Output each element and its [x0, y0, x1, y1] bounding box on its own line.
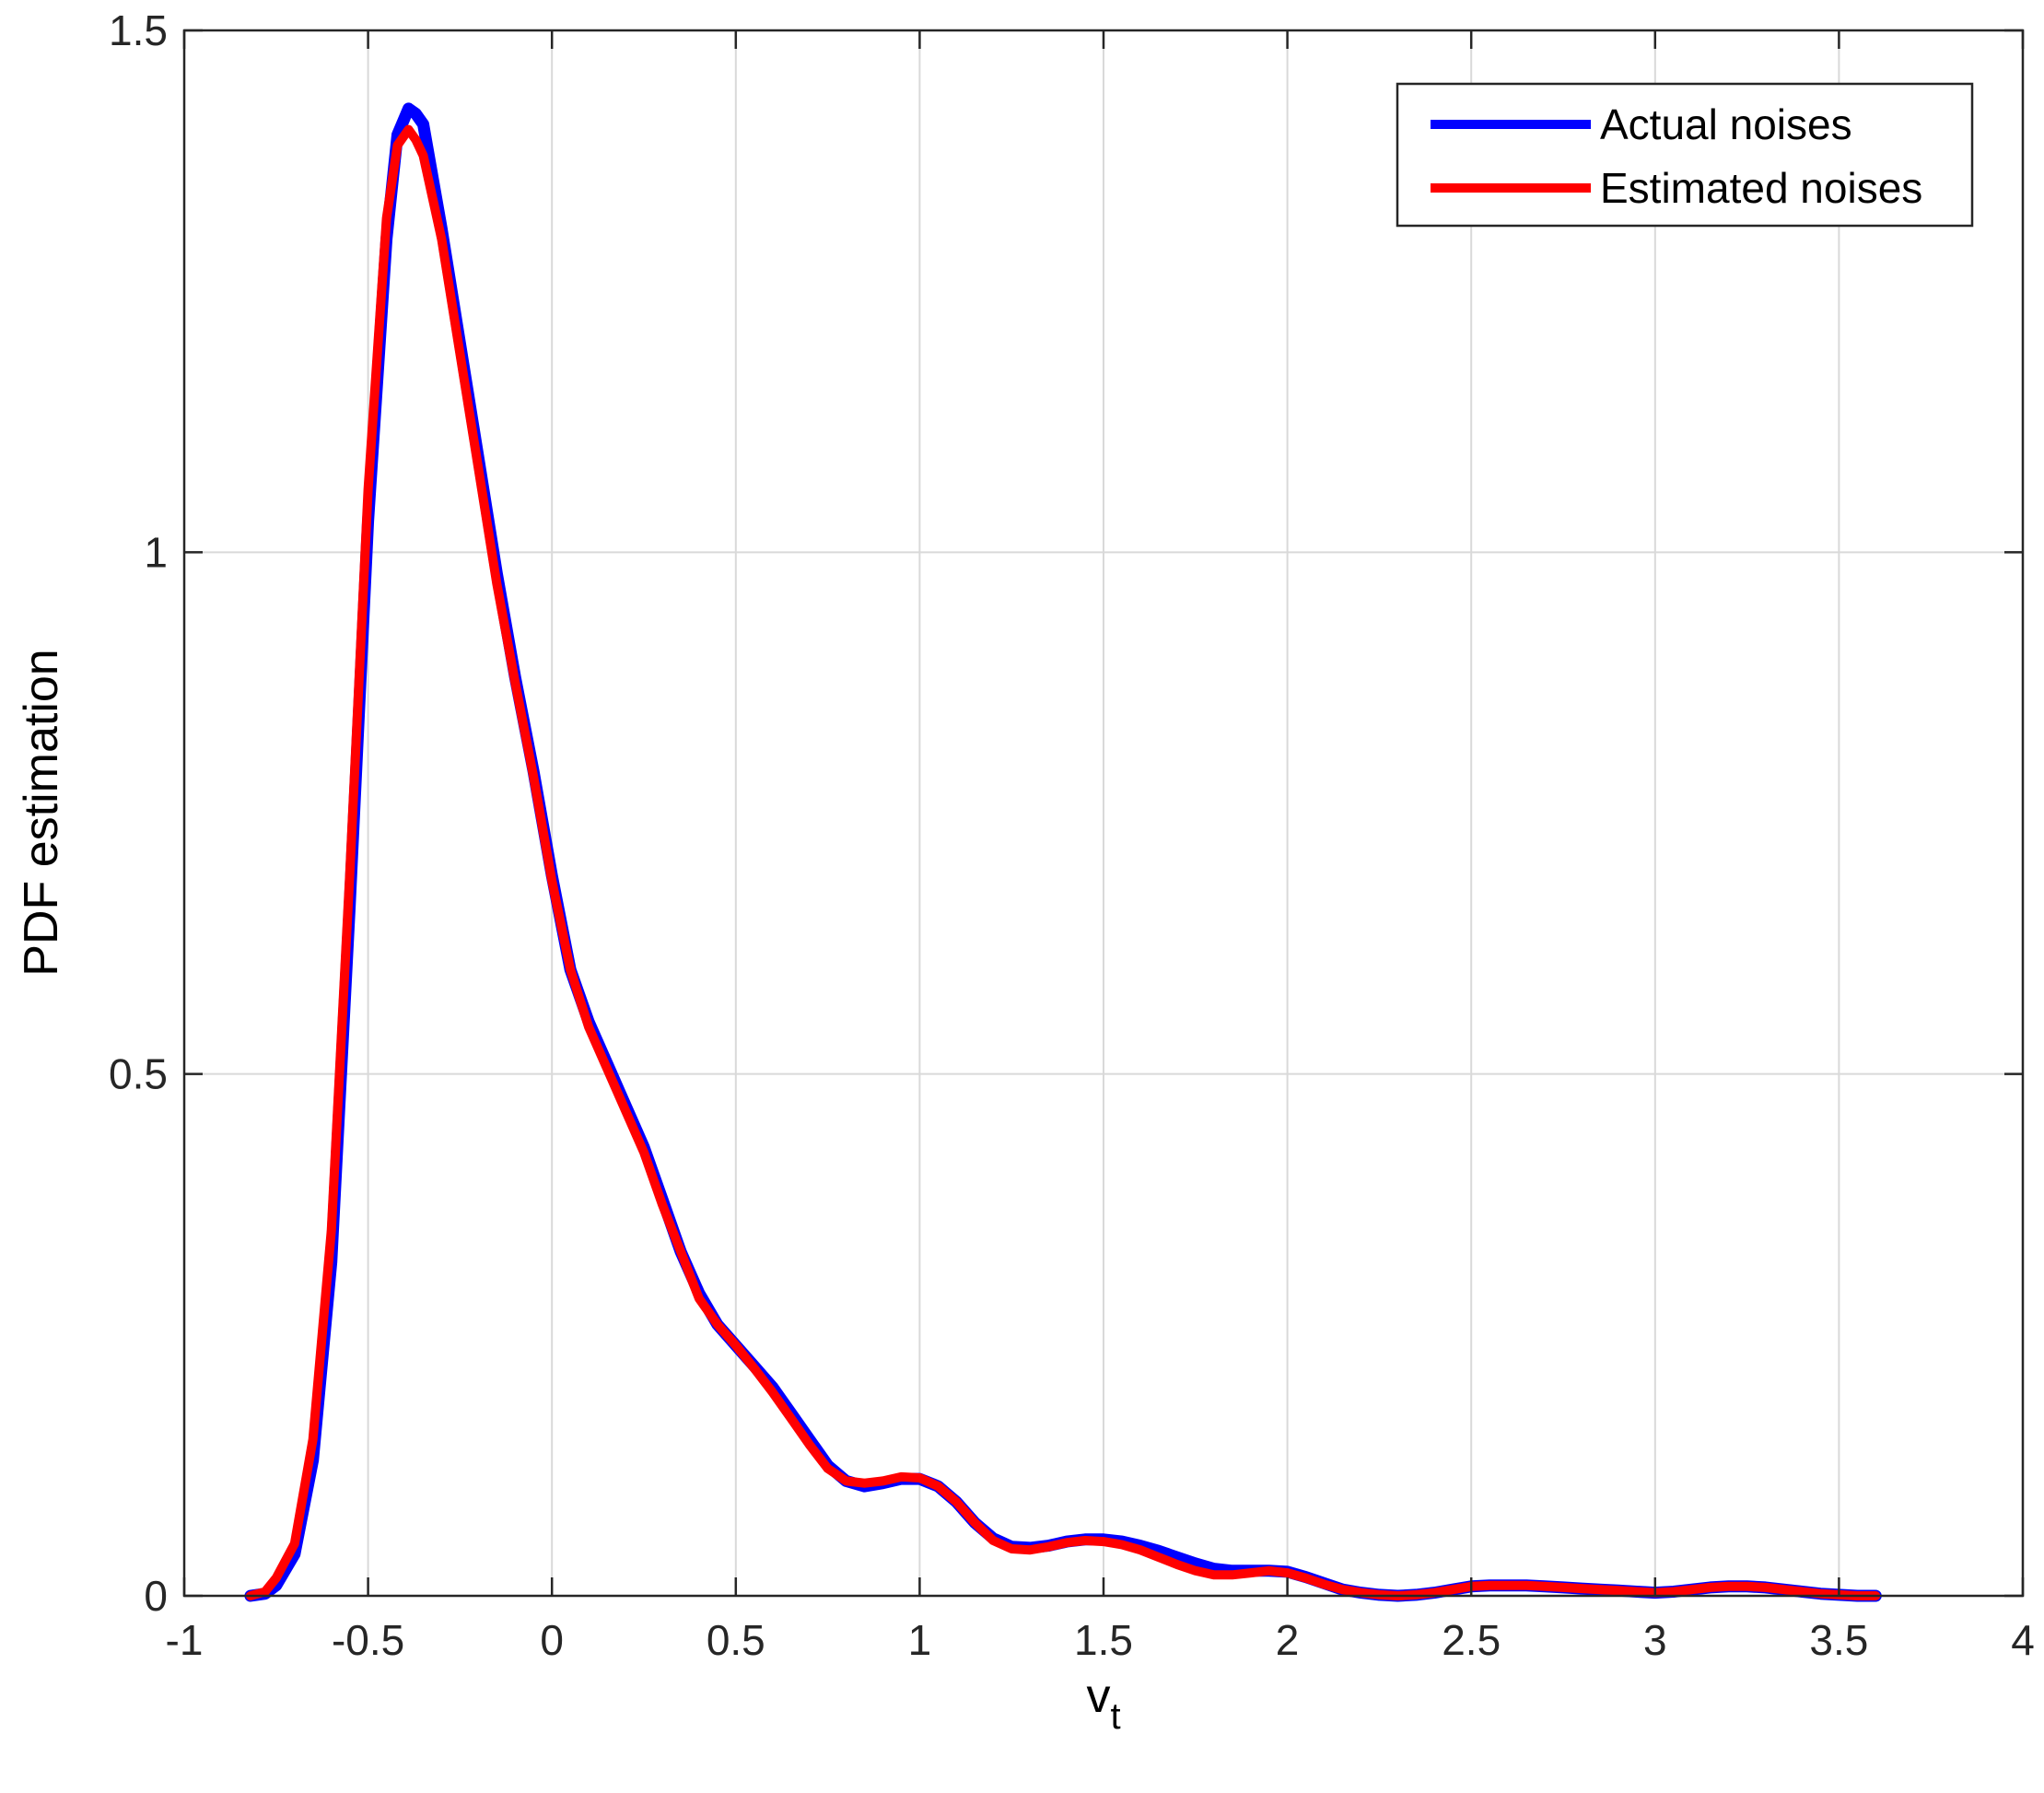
- legend: Actual noises Estimated noises: [1396, 82, 1974, 228]
- x-tick-label: 3.5: [1809, 1616, 1868, 1664]
- y-tick-label: 1: [144, 528, 168, 576]
- y-tick-label: 0.5: [109, 1050, 168, 1098]
- x-tick-label: 4: [2011, 1616, 2035, 1664]
- y-axis-label: PDF estimation: [15, 649, 68, 976]
- x-tick-label: 3: [1643, 1616, 1667, 1664]
- y-tick-label: 0: [144, 1572, 168, 1620]
- x-tick-label: -1: [166, 1616, 204, 1664]
- x-tick-label: 1.5: [1074, 1616, 1133, 1664]
- x-axis-label-subscript: t: [1110, 1696, 1120, 1737]
- x-tick-label: 0: [540, 1616, 564, 1664]
- x-tick-label: 1: [908, 1616, 932, 1664]
- legend-label-actual-noises: Actual noises: [1600, 100, 1852, 148]
- series-line-estimated-noises: [245, 124, 1881, 1600]
- x-tick-label: 2: [1276, 1616, 1300, 1664]
- x-axis-label-main: v: [1086, 1670, 1110, 1723]
- data-series: [244, 102, 1882, 1602]
- y-tick-label: 1.5: [109, 6, 168, 54]
- x-tick-label: 0.5: [707, 1616, 765, 1664]
- grid-lines: [184, 30, 2023, 1596]
- x-axis-label: vt: [1086, 1670, 1120, 1737]
- legend-label-estimated-noises: Estimated noises: [1600, 164, 1922, 212]
- legend-box: [1396, 82, 1974, 228]
- x-tick-label: 2.5: [1442, 1616, 1501, 1664]
- axis-ticks: -1 -0.5 0 0.5 1 1.5 2 2.5 3 3.5 4 0 0.5 1 1.5: [109, 6, 2035, 1664]
- x-tick-label: -0.5: [332, 1616, 404, 1664]
